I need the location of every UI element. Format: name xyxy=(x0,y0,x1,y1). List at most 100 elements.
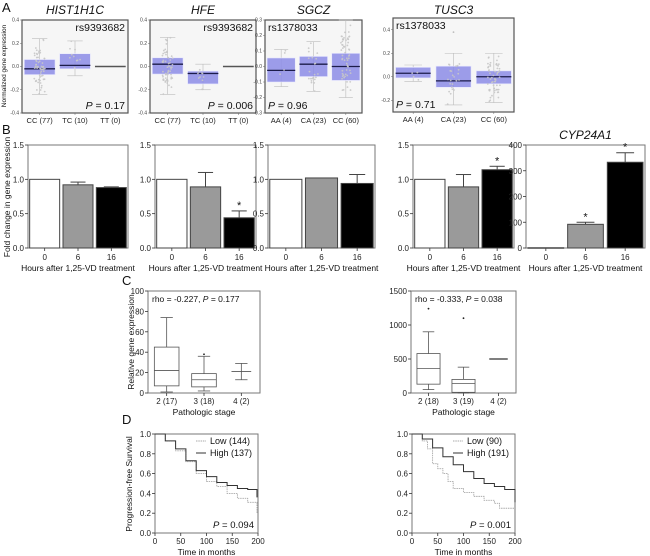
y-tick-label: 0.2 xyxy=(140,41,147,47)
x-tick-label: CA (23) xyxy=(441,115,467,124)
data-point xyxy=(70,53,73,56)
data-point xyxy=(349,24,352,27)
data-point xyxy=(487,56,490,59)
data-point xyxy=(344,51,347,54)
data-point xyxy=(343,59,346,62)
data-point xyxy=(344,75,347,78)
data-point xyxy=(70,40,73,43)
data-point xyxy=(451,74,454,77)
data-point xyxy=(494,70,496,73)
data-point xyxy=(166,66,169,69)
data-point xyxy=(496,91,499,94)
x-axis-label: Time in months xyxy=(435,547,493,556)
p-symbol: P xyxy=(268,100,275,112)
p-value: P = 0.094 xyxy=(213,520,254,531)
data-point xyxy=(343,36,345,39)
data-point xyxy=(40,65,43,68)
data-point xyxy=(343,76,346,79)
data-point xyxy=(40,84,43,87)
data-point xyxy=(451,86,453,89)
p-symbol: P xyxy=(396,99,403,111)
data-point xyxy=(39,72,42,74)
outlier-point xyxy=(462,317,465,320)
panel-label: B xyxy=(2,122,11,137)
data-point xyxy=(310,79,313,82)
data-point xyxy=(494,78,496,80)
data-point xyxy=(315,57,318,60)
data-point xyxy=(284,49,287,52)
data-point xyxy=(200,72,203,74)
data-point xyxy=(170,86,173,89)
data-point xyxy=(343,31,346,34)
data-point xyxy=(346,59,349,61)
data-point xyxy=(341,77,343,80)
data-point xyxy=(341,75,344,78)
data-point xyxy=(279,73,281,76)
y-tick-label: 1.5 xyxy=(398,141,410,150)
data-point xyxy=(166,82,169,84)
legend-label: Low (144) xyxy=(210,436,250,446)
data-point xyxy=(448,63,451,66)
panel-label: C xyxy=(122,273,131,288)
data-point xyxy=(498,67,501,70)
data-point xyxy=(37,65,40,68)
data-point xyxy=(162,59,165,62)
y-tick-label: 0.2 xyxy=(397,509,409,518)
data-point xyxy=(346,86,349,89)
x-tick-label: 6 xyxy=(461,253,466,262)
chart-title: CYP24A1 xyxy=(559,128,612,142)
x-tick-label: 16 xyxy=(621,253,630,262)
data-point xyxy=(164,48,167,51)
data-point xyxy=(346,74,349,77)
data-point xyxy=(496,71,499,74)
data-point xyxy=(165,42,168,45)
data-point xyxy=(197,77,200,79)
data-point xyxy=(41,62,44,64)
y-tick-label: 1.0 xyxy=(397,430,409,439)
data-point xyxy=(453,89,455,91)
bar xyxy=(304,177,339,249)
data-point xyxy=(171,63,174,66)
y-tick-label: 20 xyxy=(135,369,144,378)
data-point xyxy=(349,72,352,75)
data-point xyxy=(345,39,347,41)
p-value: P = 0.71 xyxy=(396,99,436,111)
data-point xyxy=(487,66,489,69)
x-tick-label: TT (0) xyxy=(100,116,121,125)
data-point xyxy=(495,84,498,87)
data-point xyxy=(349,89,352,91)
correlation-annotation: rho = -0.333, P = 0.038 xyxy=(415,294,503,304)
significance-asterisk: * xyxy=(583,211,588,223)
y-tick-label: 0.5 xyxy=(398,210,410,219)
chart-panel-c-2 xyxy=(408,290,517,396)
x-tick-label: 0 xyxy=(153,537,158,546)
data-point xyxy=(37,61,40,64)
data-point xyxy=(349,80,352,83)
data-point xyxy=(169,66,172,69)
data-point xyxy=(38,93,41,95)
data-point xyxy=(458,63,461,65)
y-tick-label: 80 xyxy=(135,307,144,316)
p-value: P = 0.001 xyxy=(470,520,511,531)
data-point xyxy=(348,54,351,56)
data-point xyxy=(72,55,75,58)
data-point xyxy=(310,81,313,84)
bar xyxy=(269,178,303,249)
x-tick-label: 16 xyxy=(353,253,362,262)
y-tick-label: -0.1 xyxy=(253,80,262,86)
data-point xyxy=(170,76,173,79)
y-tick-label: 1.0 xyxy=(140,175,152,184)
panel-label: D xyxy=(122,412,131,427)
y-tick-label: 0.0 xyxy=(255,64,262,70)
data-point xyxy=(489,99,492,102)
data-point xyxy=(35,49,38,52)
data-point xyxy=(491,94,493,97)
data-point xyxy=(161,54,164,57)
data-point xyxy=(310,77,312,80)
snp-label: rs9393682 xyxy=(75,22,125,34)
data-point xyxy=(41,66,44,69)
y-tick-label: 0 xyxy=(140,389,145,398)
y-tick-label: 0.4 xyxy=(140,18,147,24)
chart-title: HFE xyxy=(191,3,216,17)
y-tick-label: 0.0 xyxy=(253,244,265,253)
